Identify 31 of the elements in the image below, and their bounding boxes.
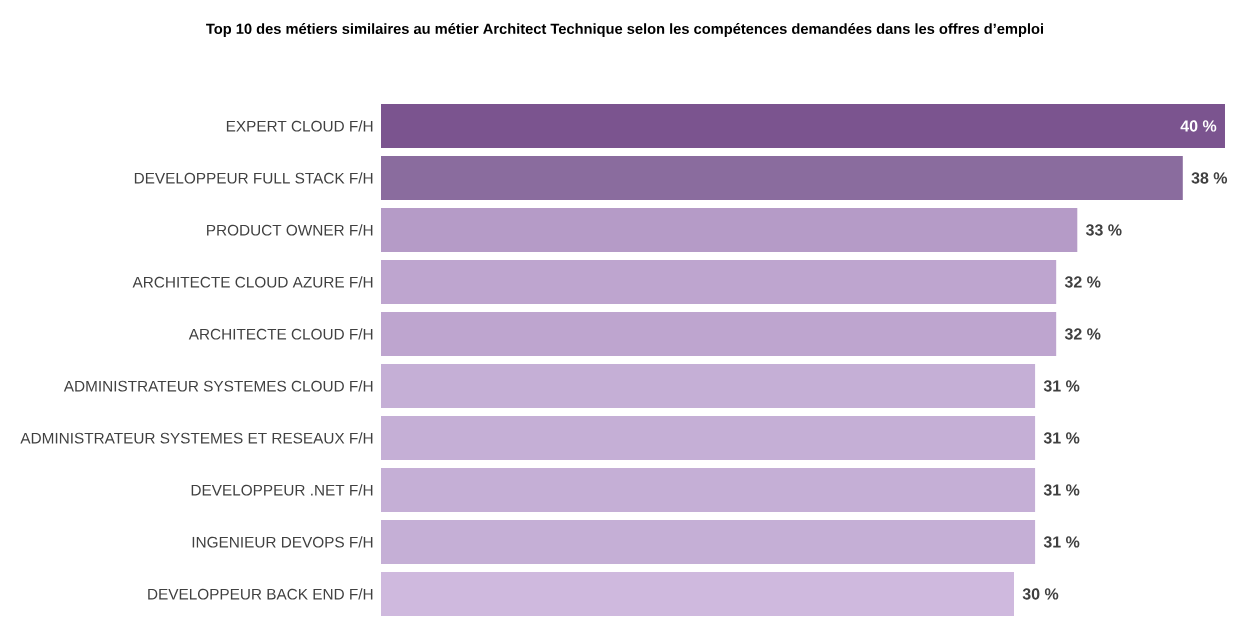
data-label: 40 % (1180, 120, 1217, 132)
bar (381, 155, 1183, 200)
chart-title: Top 10 des métiers similaires au métier Architect Technique selon les compétences demandées dans les offres d’emploi (206, 23, 1044, 37)
bar (381, 415, 1036, 460)
y-tick-label: DEVELOPPEUR BACK END F/H (148, 588, 373, 600)
data-label: 31 % (1043, 380, 1080, 392)
y-tick-label: ARCHITECTE CLOUD F/H (188, 328, 373, 340)
y-tick-label: EXPERT CLOUD F/H (226, 120, 373, 132)
y-tick-label: ARCHITECTE CLOUD AZURE F/H (132, 276, 373, 288)
data-label: 33 % (1085, 224, 1122, 236)
bar (381, 311, 1057, 356)
data-label: 32 % (1064, 328, 1101, 340)
bar (381, 571, 1014, 616)
bar (381, 103, 1225, 148)
y-tick-label: INGENIEUR DEVOPS F/H (192, 536, 373, 548)
bar (381, 467, 1036, 512)
data-label: 32 % (1064, 276, 1101, 288)
data-label: 38 % (1191, 172, 1228, 184)
y-tick-label: DEVELOPPEUR FULL STACK F/H (134, 172, 373, 184)
y-tick-label: ADMINISTRATEUR SYSTEMES CLOUD F/H (63, 380, 373, 392)
y-tick-label: DEVELOPPEUR .NET F/H (191, 484, 373, 496)
bar (381, 363, 1036, 408)
data-label: 31 % (1043, 536, 1080, 548)
bar (381, 259, 1057, 304)
data-label: 30 % (1022, 588, 1059, 600)
data-label: 31 % (1043, 432, 1080, 444)
bar (381, 207, 1078, 252)
y-tick-label: PRODUCT OWNER F/H (207, 224, 373, 236)
y-tick-label: ADMINISTRATEUR SYSTEMES ET RESEAUX F/H (20, 432, 373, 444)
data-label: 31 % (1043, 484, 1080, 496)
bar (381, 519, 1036, 564)
